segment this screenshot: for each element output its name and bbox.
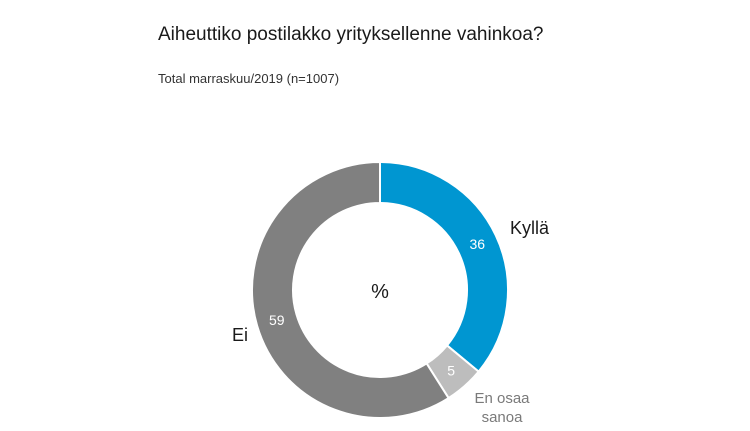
donut-segment-1 bbox=[379, 160, 509, 373]
center-label: % bbox=[371, 281, 389, 303]
chart-title: Aiheuttiko postilakko yrityksellenne vah… bbox=[158, 24, 544, 45]
value-label-3: 59 bbox=[269, 312, 285, 328]
chart-subtitle: Total marraskuu/2019 (n=1007) bbox=[158, 71, 340, 86]
value-label-2: 5 bbox=[447, 363, 455, 379]
donut-segment-3 bbox=[251, 160, 450, 419]
value-label-1: 36 bbox=[469, 236, 485, 252]
category-label-2: En osaa sanoa bbox=[474, 390, 530, 426]
category-label-1: Kyllä bbox=[510, 218, 550, 238]
category-label-3: Ei bbox=[232, 325, 248, 345]
